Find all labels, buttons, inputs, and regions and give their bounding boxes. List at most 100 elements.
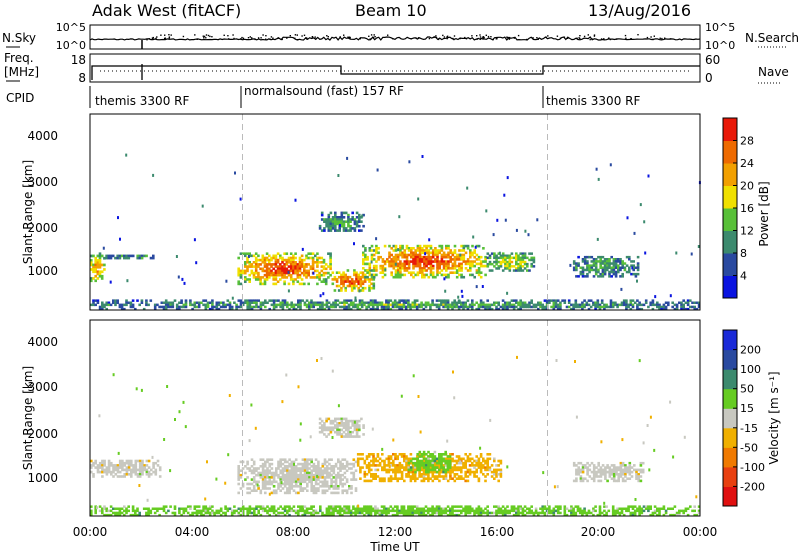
heatmap-cell [445, 269, 448, 272]
heatmap-cell [264, 299, 267, 302]
cpid-row: themis 3300 RF normalsound (fast) 157 RF… [89, 84, 640, 108]
heatmap-cell [614, 260, 618, 263]
heatmap-cell [107, 254, 111, 258]
heatmap-cell [329, 252, 332, 255]
heatmap-cell [266, 509, 269, 513]
heatmap-cell [283, 485, 287, 488]
heatmap-cell [436, 260, 439, 263]
heatmap-cell [264, 471, 267, 475]
heatmap-cell [590, 470, 594, 474]
heatmap-cell [289, 265, 293, 268]
heatmap-cell [451, 468, 454, 472]
heatmap-cell [357, 282, 360, 286]
heatmap-cell [385, 513, 388, 517]
heatmap-cell [438, 468, 441, 472]
heatmap-cell [392, 267, 396, 270]
heatmap-cell [96, 272, 100, 276]
heatmap-cell [336, 220, 339, 223]
heatmap-cell [620, 303, 624, 307]
heatmap-cell [312, 487, 316, 490]
heatmap-cell [477, 303, 481, 307]
heatmap-cell [429, 262, 433, 266]
heatmap-cell [409, 505, 412, 508]
heatmap-cell [344, 419, 348, 423]
heatmap-cell [624, 470, 627, 474]
heatmap-cell [673, 303, 677, 307]
heatmap-cell [412, 457, 415, 461]
heatmap-cell [550, 511, 553, 515]
heatmap-cell [288, 505, 291, 508]
heatmap-cell [610, 477, 614, 480]
heatmap-cell [545, 299, 549, 302]
heatmap-cell [347, 229, 350, 232]
heatmap-cell [268, 469, 271, 472]
heatmap-cell [294, 478, 298, 481]
heatmap-cell [299, 487, 302, 490]
heatmap-cell [488, 468, 492, 472]
heatmap-cell [361, 289, 365, 292]
heatmap-cell [303, 469, 307, 472]
heatmap-cell [134, 468, 138, 472]
heatmap-cell [250, 478, 254, 481]
heatmap-cell [377, 247, 380, 250]
heatmap-cell [642, 509, 646, 513]
heatmap-cell [263, 256, 267, 260]
heatmap-cell [464, 305, 467, 309]
heatmap-cell [440, 459, 443, 463]
heatmap-cell [138, 473, 142, 476]
xtick-1600: 16:00 [480, 525, 515, 539]
heatmap-cell [325, 426, 328, 429]
heatmap-scatter [408, 160, 411, 164]
heatmap-cell [556, 505, 560, 508]
heatmap-cell [272, 254, 275, 258]
heatmap-cell [335, 280, 339, 283]
heatmap-cell [109, 509, 113, 513]
heatmap-cell [303, 465, 307, 468]
heatmap-cell [632, 260, 635, 263]
heatmap-cell [248, 263, 251, 266]
heatmap-cell [486, 265, 490, 268]
heatmap-cell [556, 299, 560, 302]
heatmap-cell [307, 271, 310, 275]
heatmap-cell [369, 505, 373, 508]
heatmap-cell [372, 473, 375, 476]
heatmap-cell [334, 426, 337, 429]
heatmap-cell [158, 507, 161, 510]
heatmap-cell [358, 509, 362, 513]
heatmap-cell [321, 511, 324, 515]
heatmap-cell [697, 509, 701, 513]
heatmap-cell [636, 266, 640, 269]
heatmap-cell [312, 473, 316, 477]
heatmap-cell [90, 459, 93, 463]
heatmap-cell [309, 265, 313, 268]
heatmap-cell [453, 264, 457, 268]
heatmap-cell [100, 277, 104, 280]
heatmap-cell [627, 305, 630, 309]
heatmap-cell [446, 303, 450, 307]
heatmap-cell [501, 254, 505, 257]
heatmap-cell [418, 262, 422, 266]
heatmap-cell [193, 507, 197, 510]
heatmap-cell [486, 513, 489, 517]
heatmap-cell [361, 275, 365, 279]
heatmap-cell [517, 505, 520, 508]
heatmap-cell [438, 470, 441, 474]
noise-dot [277, 37, 279, 39]
heatmap-cell [601, 270, 605, 274]
heatmap-cell [141, 473, 144, 476]
heatmap-cell [309, 252, 313, 255]
heatmap-cell [328, 462, 331, 466]
heatmap-cell [298, 256, 302, 260]
heatmap-cell [429, 273, 433, 277]
heatmap-cell [387, 470, 391, 474]
heatmap-cell [320, 218, 324, 221]
noise-dot [603, 38, 605, 40]
heatmap-scatter [353, 420, 356, 424]
heatmap-cell [464, 459, 467, 463]
heatmap-cell [603, 272, 607, 276]
heatmap-cell [110, 470, 113, 474]
heatmap-cell [347, 426, 350, 429]
heatmap-cell [327, 265, 330, 268]
heatmap-cell [215, 305, 219, 309]
heatmap-cell [365, 473, 369, 476]
